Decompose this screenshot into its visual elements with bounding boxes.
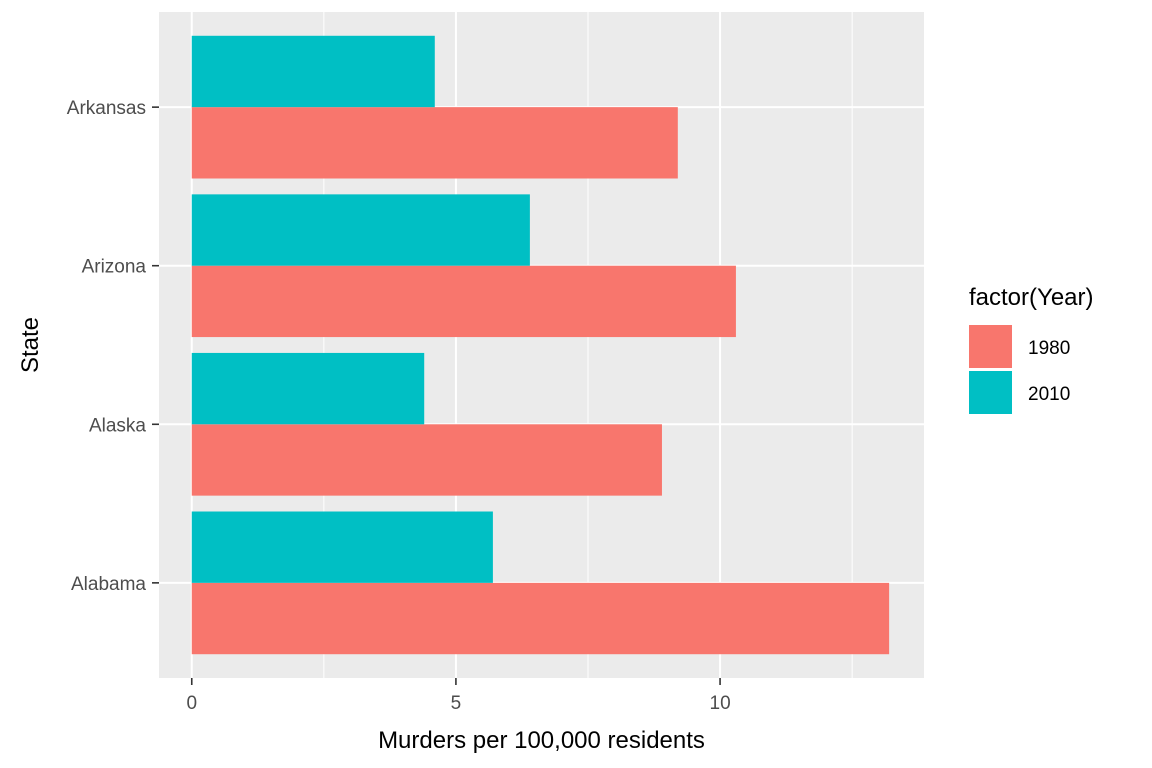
bar-alabama-1980 (191, 582, 890, 655)
bar-arizona-1980 (191, 265, 736, 338)
y-tick-label: Arkansas (67, 98, 146, 119)
y-tick-label: Arizona (82, 257, 147, 278)
y-tick-label: Alaska (89, 415, 146, 436)
bar-alaska-2010 (191, 352, 425, 425)
legend-label-1980: 1980 (1028, 338, 1070, 359)
y-axis-title: State (17, 317, 44, 373)
x-tick-label: 0 (186, 693, 197, 714)
bar-alaska-1980 (191, 424, 662, 496)
legend-key-1980 (969, 325, 1012, 368)
x-tick-label: 10 (710, 693, 731, 714)
bar-arkansas-2010 (191, 35, 435, 108)
x-axis-title: Murders per 100,000 residents (378, 727, 705, 754)
legend-key-2010 (969, 371, 1012, 414)
legend-label-2010: 2010 (1028, 384, 1070, 405)
legend-title: factor(Year) (969, 284, 1094, 311)
y-tick-label: Alabama (71, 574, 146, 595)
x-tick-label: 5 (451, 693, 462, 714)
bar-arizona-2010 (191, 194, 530, 266)
bar-alabama-2010 (191, 511, 493, 583)
bar-arkansas-1980 (191, 107, 678, 179)
